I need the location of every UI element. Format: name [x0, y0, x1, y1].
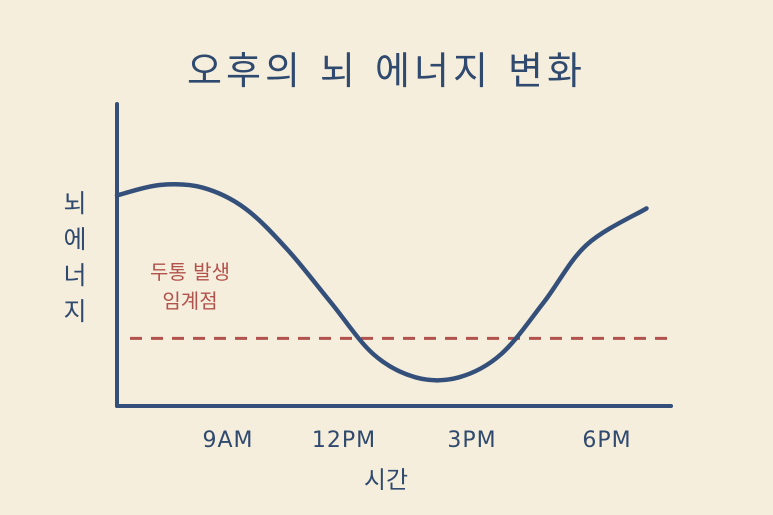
- y-axis-label-char: 지: [63, 297, 87, 326]
- x-tick-label: 6PM: [582, 428, 632, 453]
- x-tick-label: 3PM: [447, 428, 497, 453]
- chart-title: 오후의 뇌 에너지 변화: [187, 49, 586, 93]
- y-axis-label-char: 뇌: [63, 189, 87, 218]
- threshold-label: 두통 발생 임계점: [120, 258, 260, 316]
- threshold-label-line1: 두통 발생: [150, 260, 230, 284]
- x-tick-label: 12PM: [311, 428, 377, 453]
- series-line-energy: [114, 181, 649, 383]
- x-axis-label: 시간: [363, 466, 409, 494]
- y-axis-label-char: 에: [63, 225, 87, 254]
- y-axis-label-char: 너: [63, 261, 87, 290]
- threshold-label-line2: 임계점: [162, 289, 218, 313]
- x-tick-label: 9AM: [202, 428, 254, 453]
